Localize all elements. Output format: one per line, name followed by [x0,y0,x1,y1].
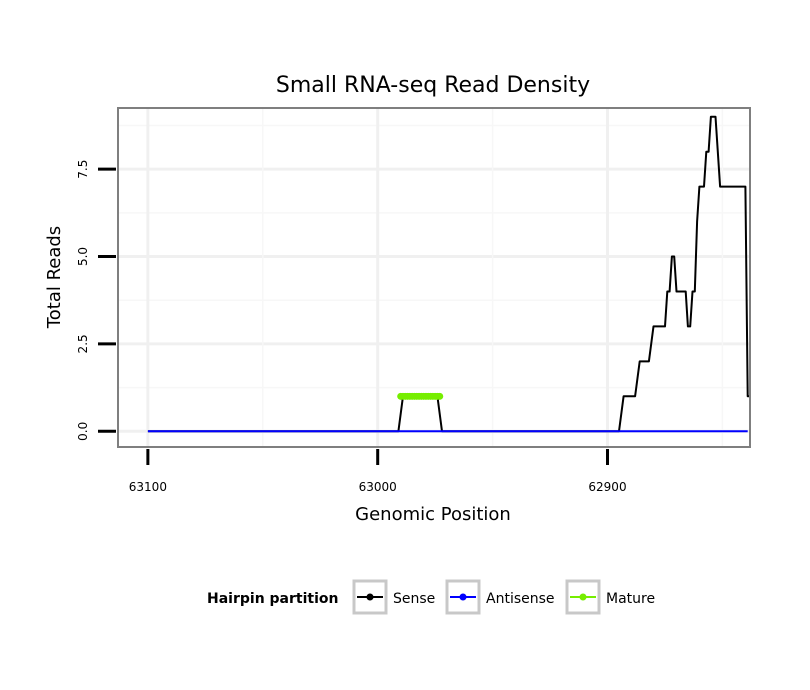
y-tick-label: 0.0 [76,422,90,441]
plot-panel [118,108,750,447]
chart-title: Small RNA-seq Read Density [276,73,590,98]
x-tick-label: 62900 [588,480,626,494]
y-tick-label: 5.0 [76,247,90,266]
y-axis: 0.0 2.5 5.0 7.5 [76,160,116,441]
y-tick-label: 2.5 [76,334,90,353]
legend-key-point [579,593,587,601]
panel-frame [117,107,751,448]
panel-border [117,107,751,448]
y-axis-title: Total Reads [44,226,65,329]
series-mature [397,392,444,400]
legend-key-point [459,593,467,601]
series-sense [147,115,750,433]
legend-items: Sense Antisense Mature [352,579,655,615]
legend-item-mature: Mature [565,579,655,615]
y-tick-label: 7.5 [76,160,90,179]
legend-title: Hairpin partition [207,591,338,607]
legend: Hairpin partition Sense Antisense Mature [207,579,655,615]
legend-label: Sense [393,591,435,607]
x-tick-label: 63000 [359,480,397,494]
mature-point [436,392,444,400]
x-tick-label: 63100 [129,480,167,494]
legend-item-sense: Sense [352,579,435,615]
x-axis: 63100 63000 62900 [129,449,627,494]
gridlines [118,108,750,447]
series-layer [147,115,750,433]
panel-background [118,108,750,447]
legend-label: Antisense [486,591,555,607]
legend-label: Mature [606,591,655,607]
x-axis-title: Genomic Position [355,504,511,525]
series-line-sense [147,115,750,433]
legend-item-antisense: Antisense [445,579,555,615]
legend-key-point [366,593,374,601]
